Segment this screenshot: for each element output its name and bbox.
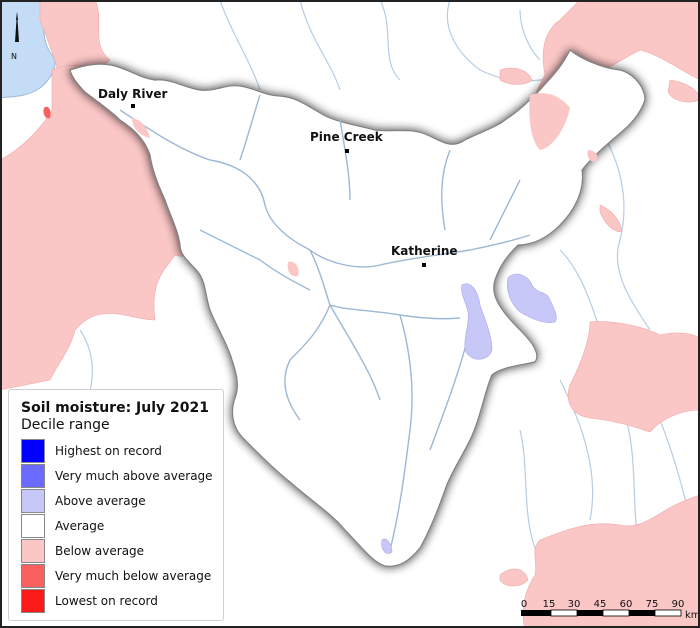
north-arrow xyxy=(15,12,19,42)
legend-label: Lowest on record xyxy=(55,593,158,608)
scale-tick-label: 60 xyxy=(620,599,633,610)
legend-item: Below average xyxy=(21,538,223,563)
legend-label: Very much above average xyxy=(55,468,213,483)
catchment-area xyxy=(69,49,646,567)
scale-tick-label: 30 xyxy=(568,599,581,610)
scale-tick-label: 15 xyxy=(543,599,556,610)
legend-swatch xyxy=(21,513,45,538)
town-marker-katherine xyxy=(422,263,426,267)
town-marker-daly-river xyxy=(131,104,135,108)
scale-unit-label: km xyxy=(685,610,700,621)
scale-tick-label: 0 xyxy=(521,599,527,610)
legend-swatch xyxy=(21,563,45,588)
scale-tick-label: 75 xyxy=(646,599,659,610)
scale-tick-label: 45 xyxy=(594,599,607,610)
legend-item: Above average xyxy=(21,488,223,513)
legend-item: Lowest on record xyxy=(21,588,223,613)
town-label-katherine: Katherine xyxy=(391,244,458,258)
very-much-below-patch xyxy=(43,106,51,119)
legend-swatch xyxy=(21,538,45,563)
legend-label: Very much below average xyxy=(55,568,212,583)
legend-label: Below average xyxy=(55,543,145,558)
legend-item: Highest on record xyxy=(21,438,223,463)
legend-item: Very much above average xyxy=(21,463,223,488)
town-label-pine-creek: Pine Creek xyxy=(310,130,383,144)
legend-swatch xyxy=(21,588,45,613)
legend-swatch xyxy=(21,463,45,488)
town-label-daly-river: Daly River xyxy=(98,87,168,101)
legend-item: Average xyxy=(21,513,223,538)
legend-label: Highest on record xyxy=(55,443,162,458)
legend-label: Above average xyxy=(55,493,146,508)
legend-label: Average xyxy=(55,518,105,533)
below-average-inside xyxy=(132,93,598,277)
legend-swatch xyxy=(21,488,45,513)
legend-subtitle: Decile range xyxy=(21,417,110,433)
legend-title: Soil moisture: July 2021 xyxy=(21,400,209,416)
legend: Soil moisture: July 2021 Decile range Hi… xyxy=(8,389,224,621)
legend-swatch xyxy=(21,438,45,463)
catchment-rivers xyxy=(119,94,531,551)
above-average-patches xyxy=(381,273,557,554)
legend-item: Very much below average xyxy=(21,563,223,588)
north-label: N xyxy=(11,52,17,61)
scale-tick-label: 90 xyxy=(672,599,685,610)
town-marker-pine-creek xyxy=(345,149,349,153)
